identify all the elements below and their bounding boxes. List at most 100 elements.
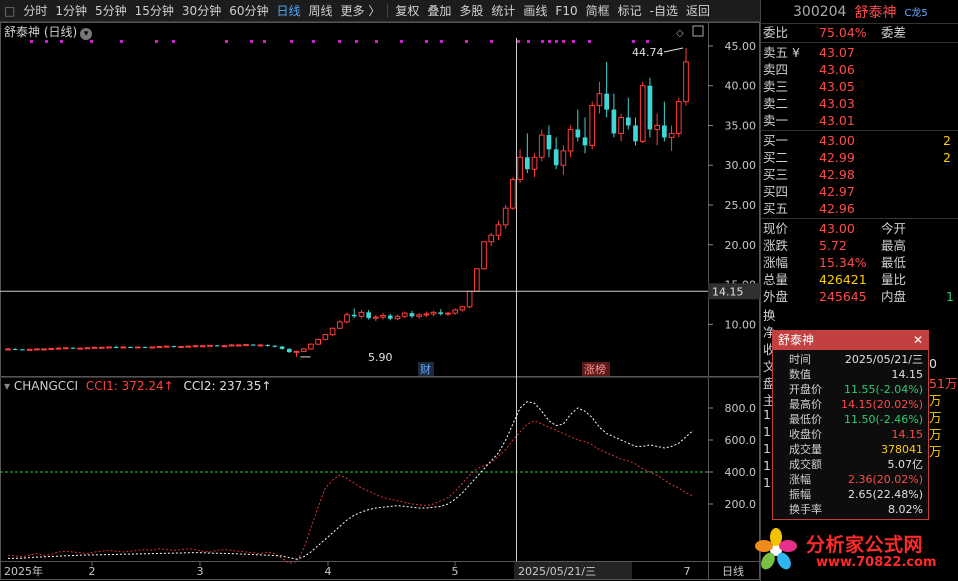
candle-body	[243, 344, 249, 347]
simple-frame-button[interactable]: 简框	[585, 3, 610, 18]
back-button[interactable]: 返回	[685, 3, 710, 18]
candle-body	[531, 156, 538, 170]
stat-row: 现价 43.00 今开	[761, 220, 958, 237]
price-chart[interactable]: 10.0015.0020.0025.0030.0035.0040.0045.00…	[0, 0, 760, 581]
popup-row-label: 数值	[789, 368, 811, 381]
sell-price: 43.06	[819, 62, 855, 77]
truncated-label: 1	[763, 458, 771, 473]
chevron-down-icon[interactable]: ▾	[80, 28, 93, 40]
tab-30min[interactable]: 30分钟	[181, 3, 222, 18]
candle-body	[113, 346, 119, 348]
signal-dot	[541, 40, 544, 43]
stat-value: 426421	[819, 272, 867, 287]
candle-body	[423, 313, 430, 316]
diamond-icon: ◇	[676, 28, 684, 39]
candle-body	[430, 311, 437, 315]
candle-body	[452, 309, 459, 314]
buy-price: 42.98	[819, 167, 855, 182]
tab-fenshi[interactable]: 分时	[23, 3, 48, 18]
f10-button[interactable]: F10	[555, 3, 578, 18]
truncated-label: 1	[763, 475, 771, 490]
multi-stock-button[interactable]: 多股	[459, 3, 484, 18]
draw-line-button[interactable]: 画线	[523, 3, 548, 18]
candle-body	[618, 117, 624, 134]
tab-60min[interactable]: 60分钟	[229, 3, 269, 18]
candle-body	[20, 349, 25, 351]
high-marker-arrow	[663, 47, 684, 53]
candle-body	[142, 346, 148, 348]
candle-body	[502, 207, 509, 226]
bar-info-popup[interactable]: 舒泰神 ✕ 时间 2025/05/21/三 数值 14.15 开盘价 11.55(-2.0…	[772, 330, 929, 520]
popup-row: 涨幅 2.36(20.02%)	[773, 472, 928, 487]
indicator-dropdown-icon[interactable]: ▾	[4, 379, 11, 393]
candle-body	[668, 132, 675, 138]
candle-body	[510, 179, 516, 209]
candle-body	[84, 347, 91, 350]
signal-dot	[375, 40, 378, 43]
signal-dot	[562, 40, 565, 43]
candle-body	[344, 314, 350, 323]
tab-5min[interactable]: 5分钟	[95, 3, 127, 18]
buy-price: 43.00	[819, 133, 855, 148]
popup-row-value: 378041	[881, 443, 923, 456]
candle-body	[589, 105, 596, 146]
candle-body	[70, 347, 76, 349]
popup-row-label: 成交额	[789, 458, 822, 471]
overlay-button[interactable]: 叠加	[427, 3, 452, 18]
buy-label: 买二	[763, 150, 789, 165]
candle-body	[98, 346, 105, 349]
candle-body	[272, 345, 278, 347]
tab-daily[interactable]: 日线	[276, 3, 301, 18]
tab-1min[interactable]: 1分钟	[55, 3, 87, 18]
statistics-button[interactable]: 统计	[491, 3, 516, 18]
candle-body	[366, 312, 371, 318]
candle-body	[380, 315, 386, 318]
ind-y-tick-label: 600.0	[725, 434, 757, 447]
candle-body	[387, 315, 393, 319]
candle-body	[5, 348, 11, 351]
chart-border	[0, 22, 760, 580]
tab-weekly[interactable]: 周线	[308, 3, 333, 18]
candle-body	[373, 316, 379, 319]
signal-dot	[425, 40, 428, 43]
watermark-logo: 分析家公式网 www.70822.com	[750, 524, 946, 576]
popup-row: 最低价 11.50(-2.46%)	[773, 412, 928, 427]
indicator-name[interactable]: CHANGCCI	[13, 379, 79, 393]
candle-body	[553, 149, 559, 166]
stat-label-2: 最低	[881, 255, 907, 270]
signal-dot	[517, 40, 520, 43]
popup-row-value: 14.15	[891, 368, 924, 381]
mark-button[interactable]: 标记	[617, 3, 642, 18]
tab-15min[interactable]: 15分钟	[134, 3, 174, 18]
toolbar-square-icon[interactable]: □	[4, 3, 16, 18]
watermark-text: 分析家公式网	[806, 534, 924, 556]
candle-body	[351, 314, 357, 317]
stat-label: 现价	[763, 221, 789, 236]
signal-dot	[465, 40, 468, 43]
truncated-value: 万	[929, 410, 942, 425]
stat-row: 外盘 245645 内盘 1	[761, 288, 958, 305]
candle-body	[265, 344, 271, 346]
signal-dot	[90, 40, 93, 43]
ind-y-tick-label: 800.0	[725, 402, 757, 415]
buy-label: 买四	[763, 184, 789, 199]
divider	[761, 130, 958, 131]
buy-row: 买一 43.00 2	[761, 132, 958, 149]
popup-row-label: 成交量	[789, 443, 822, 456]
candle-body	[524, 157, 530, 170]
cci1-line	[7, 420, 694, 564]
signal-dot	[527, 40, 530, 43]
cai-tag: 财	[420, 362, 431, 376]
signal-dot	[400, 40, 403, 43]
restore-rights-button[interactable]: 复权	[395, 3, 420, 18]
tab-more[interactable]: 更多 〉	[340, 3, 381, 18]
watermark-url: www.70822.com	[816, 555, 937, 570]
watchlist-button[interactable]: -自选	[649, 3, 678, 18]
signal-dot	[30, 40, 33, 43]
candle-body	[582, 137, 588, 146]
close-icon[interactable]: ✕	[912, 333, 923, 347]
stat-row: 总量 426421 量比	[761, 271, 958, 288]
truncated-value: 万	[929, 393, 942, 408]
cci1-value: CCI1: 372.24↑	[85, 379, 174, 393]
popup-row: 开盘价 11.55(-2.04%)	[773, 382, 928, 397]
